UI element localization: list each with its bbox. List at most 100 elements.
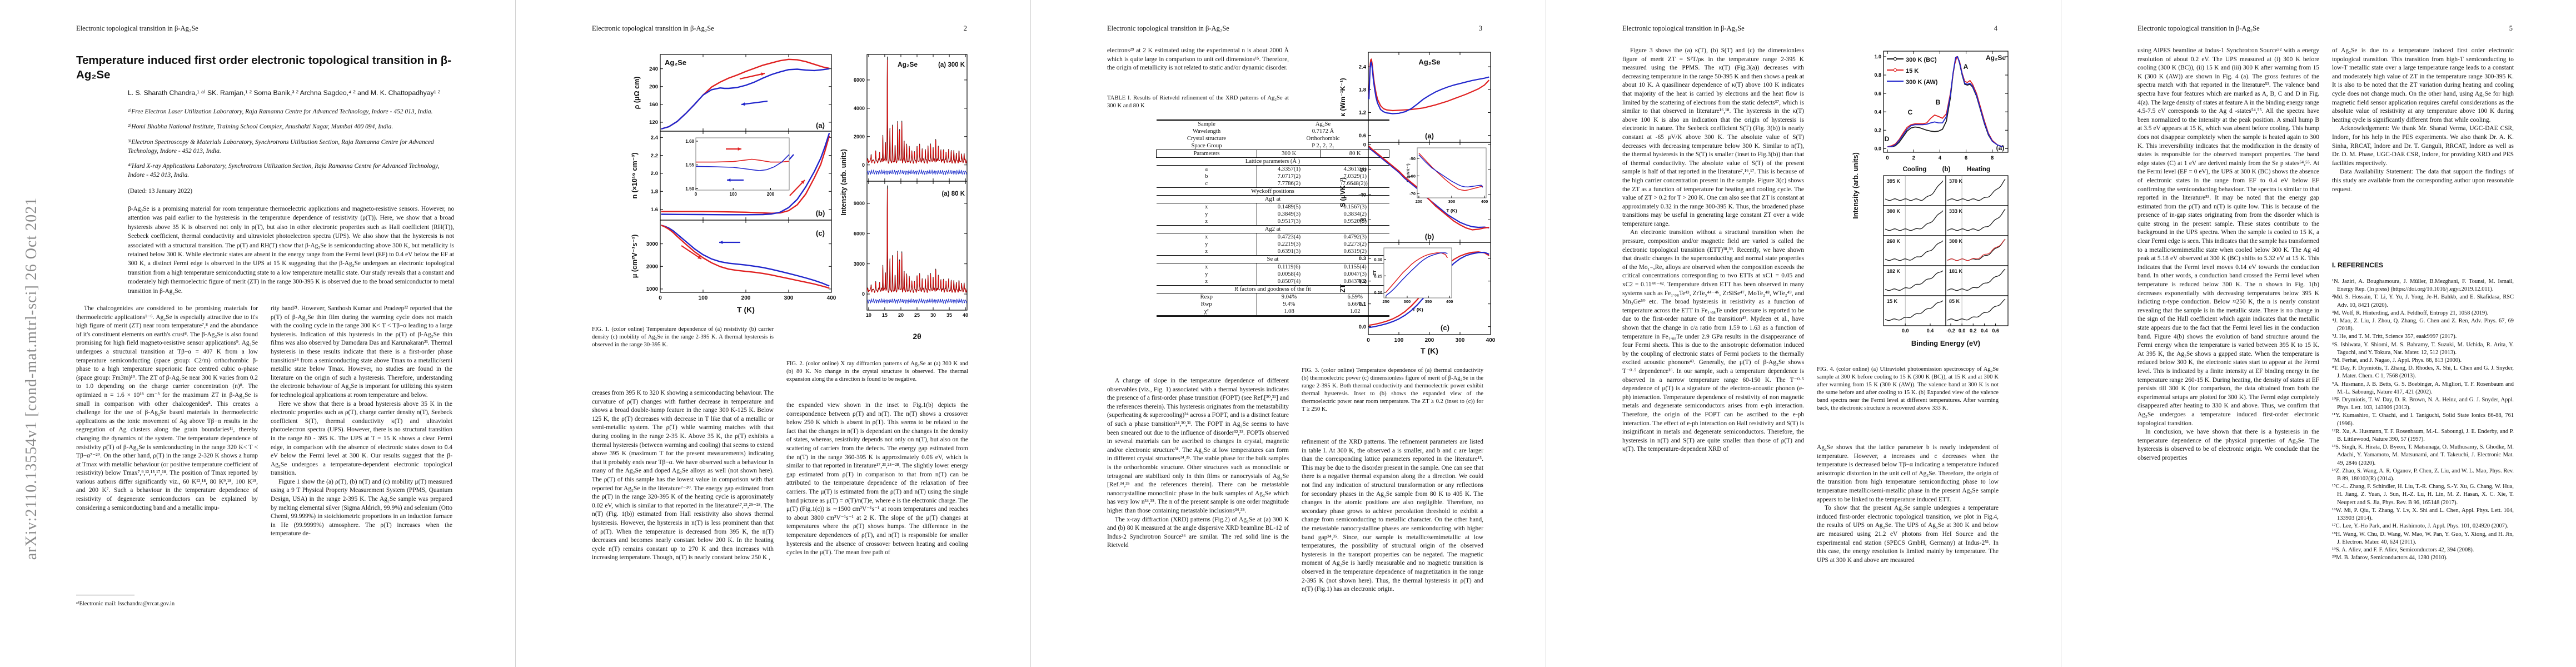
table-cell: 4.3357(1) [1277,166,1301,172]
tick-label: 0 [1886,155,1889,161]
legend-marker [1893,57,1897,61]
table-cell: z [1156,278,1257,286]
authors-line: L. S. Sharath Chandra,¹ ᵃ⁾ SK. Ramjan,¹ … [128,89,441,97]
arrow-head [738,147,741,151]
tick-label: 0.1 [1359,301,1367,307]
fig1-panel-c-label: (c) [816,229,825,237]
fig3-xlabel: T (K) [1421,346,1438,355]
table-cell: x [1156,233,1257,241]
affiliation: ⁴⁾Hard X-ray Applications Laboratory, Sy… [128,163,440,179]
tick-label: 35 [946,312,952,318]
fig4-feature-A: A [1964,63,1969,71]
tick-label: 25 [914,312,920,318]
fig1-ylabel-c: μ (cm²V⁻¹s⁻¹) [631,235,639,278]
tick-label: 0.0 [1902,328,1909,334]
table-row: z 0.8507(4) 0.8437(2) [1156,278,1389,286]
page-3: Electronic topological transition in β-A… [1030,0,1546,667]
reference-item: ³M. Wolf, R. Hinterding, and A. Feldhoff… [2332,310,2489,316]
fig3-panel-c-label: (c) [1441,323,1449,332]
table-row: Rexp 9.04% 6.59% [1156,293,1389,301]
table-cell: y [1156,241,1257,248]
table-row: Rwp 9.4% 6.66% [1156,301,1389,308]
tick-label: 300 [1456,337,1465,344]
tick-label: 4000 [854,106,865,111]
tick-label: 300 [784,295,794,301]
reference-item: ¹N. Jaziri, A. Boughamoura, J. Müller, B… [2332,278,2514,293]
table-row: y 0.3849(3) 0.3834(2) [1156,211,1389,218]
arrow [741,100,768,106]
reference-item: ¹²R. Xu, A. Husmann, T. F. Rosenbaum, M.… [2332,428,2514,443]
data-series [661,135,830,214]
tick-label: 300 [1404,299,1411,304]
paragraph: The x-ray diffraction (XRD) patterns (Fi… [1107,516,1289,549]
tick-label: 6000 [854,77,865,83]
table-cell: x [1156,203,1257,211]
running-head: Electronic topological transition in β-A… [1622,24,1745,32]
tick-label: 400 [1446,299,1453,304]
page4-column-1: Figure 3 shows the (a) κ(T), (b) S(T) an… [1622,47,1804,648]
table-row: x 0.4723(4) 0.4792(3) [1156,233,1389,241]
tick-label: 0 [1363,142,1366,148]
data-series [866,170,968,175]
tick-label: 200 [649,84,658,90]
tick-label: 0 [695,192,697,197]
page2-column-2: the expanded view shown in the inset to … [786,401,968,650]
paragraph: Figure 1 show the (a) ρ(T), (b) n(T) and… [271,478,452,537]
fig2-xlabel: 2θ [913,332,921,341]
tick-label: 100 [699,295,708,301]
table-cell: Crystal structure [1187,136,1227,142]
running-head: Electronic topological transition in β-A… [76,24,198,32]
tick-label: 0.30 [1374,257,1382,262]
tick-label: 181 K [1949,268,1963,274]
table-cell: c [1156,180,1257,188]
table-cell: 1.08 [1284,308,1294,315]
tick-label: 333 K [1949,208,1963,214]
arrow-head [697,256,701,259]
paragraph: A change of slope in the temperature dep… [1107,377,1289,514]
paragraph: To show that the present Ag₂Se sample un… [1817,505,1999,564]
fig3-ylabel-b: S (μVK⁻¹) [1339,177,1347,207]
table-row: c 7.7786(2) 7.6648(2)) [1156,180,1389,188]
table-cell: Space Group [1191,143,1222,149]
tick-label: 0.4 [1927,328,1934,334]
table-row: b 7.0717(2) 7.0329(1) [1156,173,1389,180]
tick-label: -70 [1409,191,1416,196]
data-series [1887,56,2003,148]
paragraph: In conclusion, we have shown that there … [2137,429,2319,461]
table-row: Lattice parameters (Å ) [1156,157,1389,166]
fig3-inset-b-ylabel: S (μVK⁻¹) [1406,163,1411,182]
data-series [866,59,968,164]
page3-column-2: refinement of the XRD patterns. The refi… [1302,438,1483,650]
ups-edge-curve [1885,180,1944,201]
table-row: x 0.1119(6) 0.1155(4) [1156,263,1389,271]
tick-label: 6 [1965,155,1967,161]
table-cell: Ag2 at [1156,225,1389,233]
reference-item: ⁷M. Ferhat, and J. Nagao, J. Appl. Phys.… [2332,357,2462,364]
reference-item: ¹⁶W. Mi, P. Qiu, T. Zhang, Y. Lv, X. Shi… [2332,507,2514,522]
fig1-xlabel: T (K) [737,305,755,314]
data-series [661,225,830,289]
tick-label: 102 K [1887,268,1901,274]
fig1-ylabel-a: ρ (μΩ cm) [633,77,641,109]
tick-label: 200 [1416,199,1423,204]
table-row: χ² 1.08 1.02 [1156,308,1389,316]
tick-label: 0.0 [1874,146,1881,152]
table-cell: 9.04% [1281,294,1297,300]
table-row: z 0.6391(3) 0.6319(2) [1156,248,1389,256]
fig3-panel-b-label: (b) [1425,232,1434,241]
tick-label: 8 [1991,155,1994,161]
inset-frame [695,137,790,191]
table-cell: R factors and goodness of the fit [1156,285,1389,293]
data-series [1368,61,1489,115]
rietveld-table: Sample Ag₂Se Wavelength 0.7172 Å Crystal str… [1156,119,1389,317]
table-cell: 7.0329(1) [1343,173,1367,180]
fig4-legend-2: 15 K [1906,68,1919,74]
inset-frame [1417,147,1487,198]
page-1: arXiv:2110.13554v1 [cond-mat.mtrl-sci] 2… [0,0,515,667]
tick-label: 250 [1383,299,1390,304]
tick-label: 3000 [854,261,865,267]
table-cell: 6.66% [1347,301,1363,307]
table-cell: y [1156,211,1257,218]
fig4-panel-b-label: (b) [1942,166,1951,173]
table-cell: 7.0717(2) [1277,173,1301,180]
